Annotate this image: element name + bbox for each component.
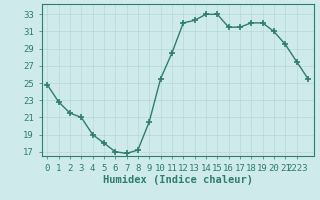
X-axis label: Humidex (Indice chaleur): Humidex (Indice chaleur) [103, 175, 252, 185]
